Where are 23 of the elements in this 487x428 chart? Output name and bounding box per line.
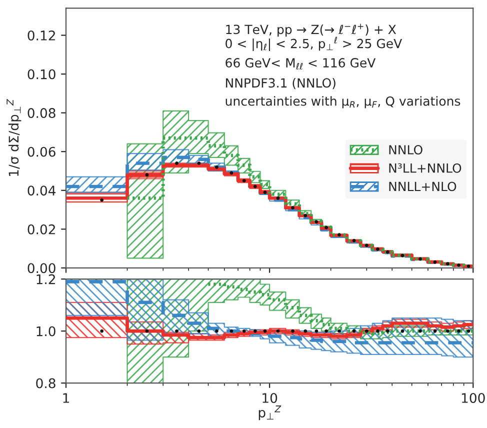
y-tick-label: 0.04 — [28, 186, 56, 196]
y-tick-label: 0.08 — [28, 108, 56, 118]
annotation: 0 < |η$_{ℓ}$| < 2.5, p$_{⊥}$$^{ℓ}$ > 25 GeV — [226, 36, 402, 52]
y-tick-label: 0.02 — [28, 224, 55, 234]
legend-label: NNLL+NLO — [389, 182, 456, 192]
y-tick-label: 1.0 — [36, 326, 56, 336]
x-tick-label: 10 — [262, 393, 278, 403]
legend-label: NNLO — [389, 145, 422, 154]
annotation: uncertainties with μ$_{R}$, μ$_{F}$, Q variations — [226, 96, 460, 108]
annotation: NNPDF3.1 (NNLO) — [226, 78, 336, 90]
y-tick-label: 0.12 — [28, 30, 55, 40]
y-tick-label: 0.8 — [36, 378, 56, 388]
y-tick-label: 0.06 — [28, 146, 56, 157]
annotation: 13 TeV, pp → Z(→ ℓ$^{−}$ℓ$^{+}$) + X — [226, 24, 396, 37]
y-tick-label: 0.10 — [28, 69, 56, 80]
x-axis-title: p$_{⊥}$$^{Z}$ — [258, 406, 282, 420]
legend-label: N³LL+NNLO — [389, 163, 462, 173]
annotation: 66 GeV< M$_{ℓℓ}$ < 116 GeV — [226, 58, 376, 70]
x-tick-label: 100 — [462, 393, 485, 403]
y-axis-title: 1/σ dΣ/dp$_{⊥}$$^{Z}$ — [6, 98, 22, 176]
y-tick-label: 0.00 — [28, 263, 56, 274]
y-tick-label: 1.2 — [36, 274, 55, 284]
x-tick-label: 1 — [63, 393, 69, 403]
